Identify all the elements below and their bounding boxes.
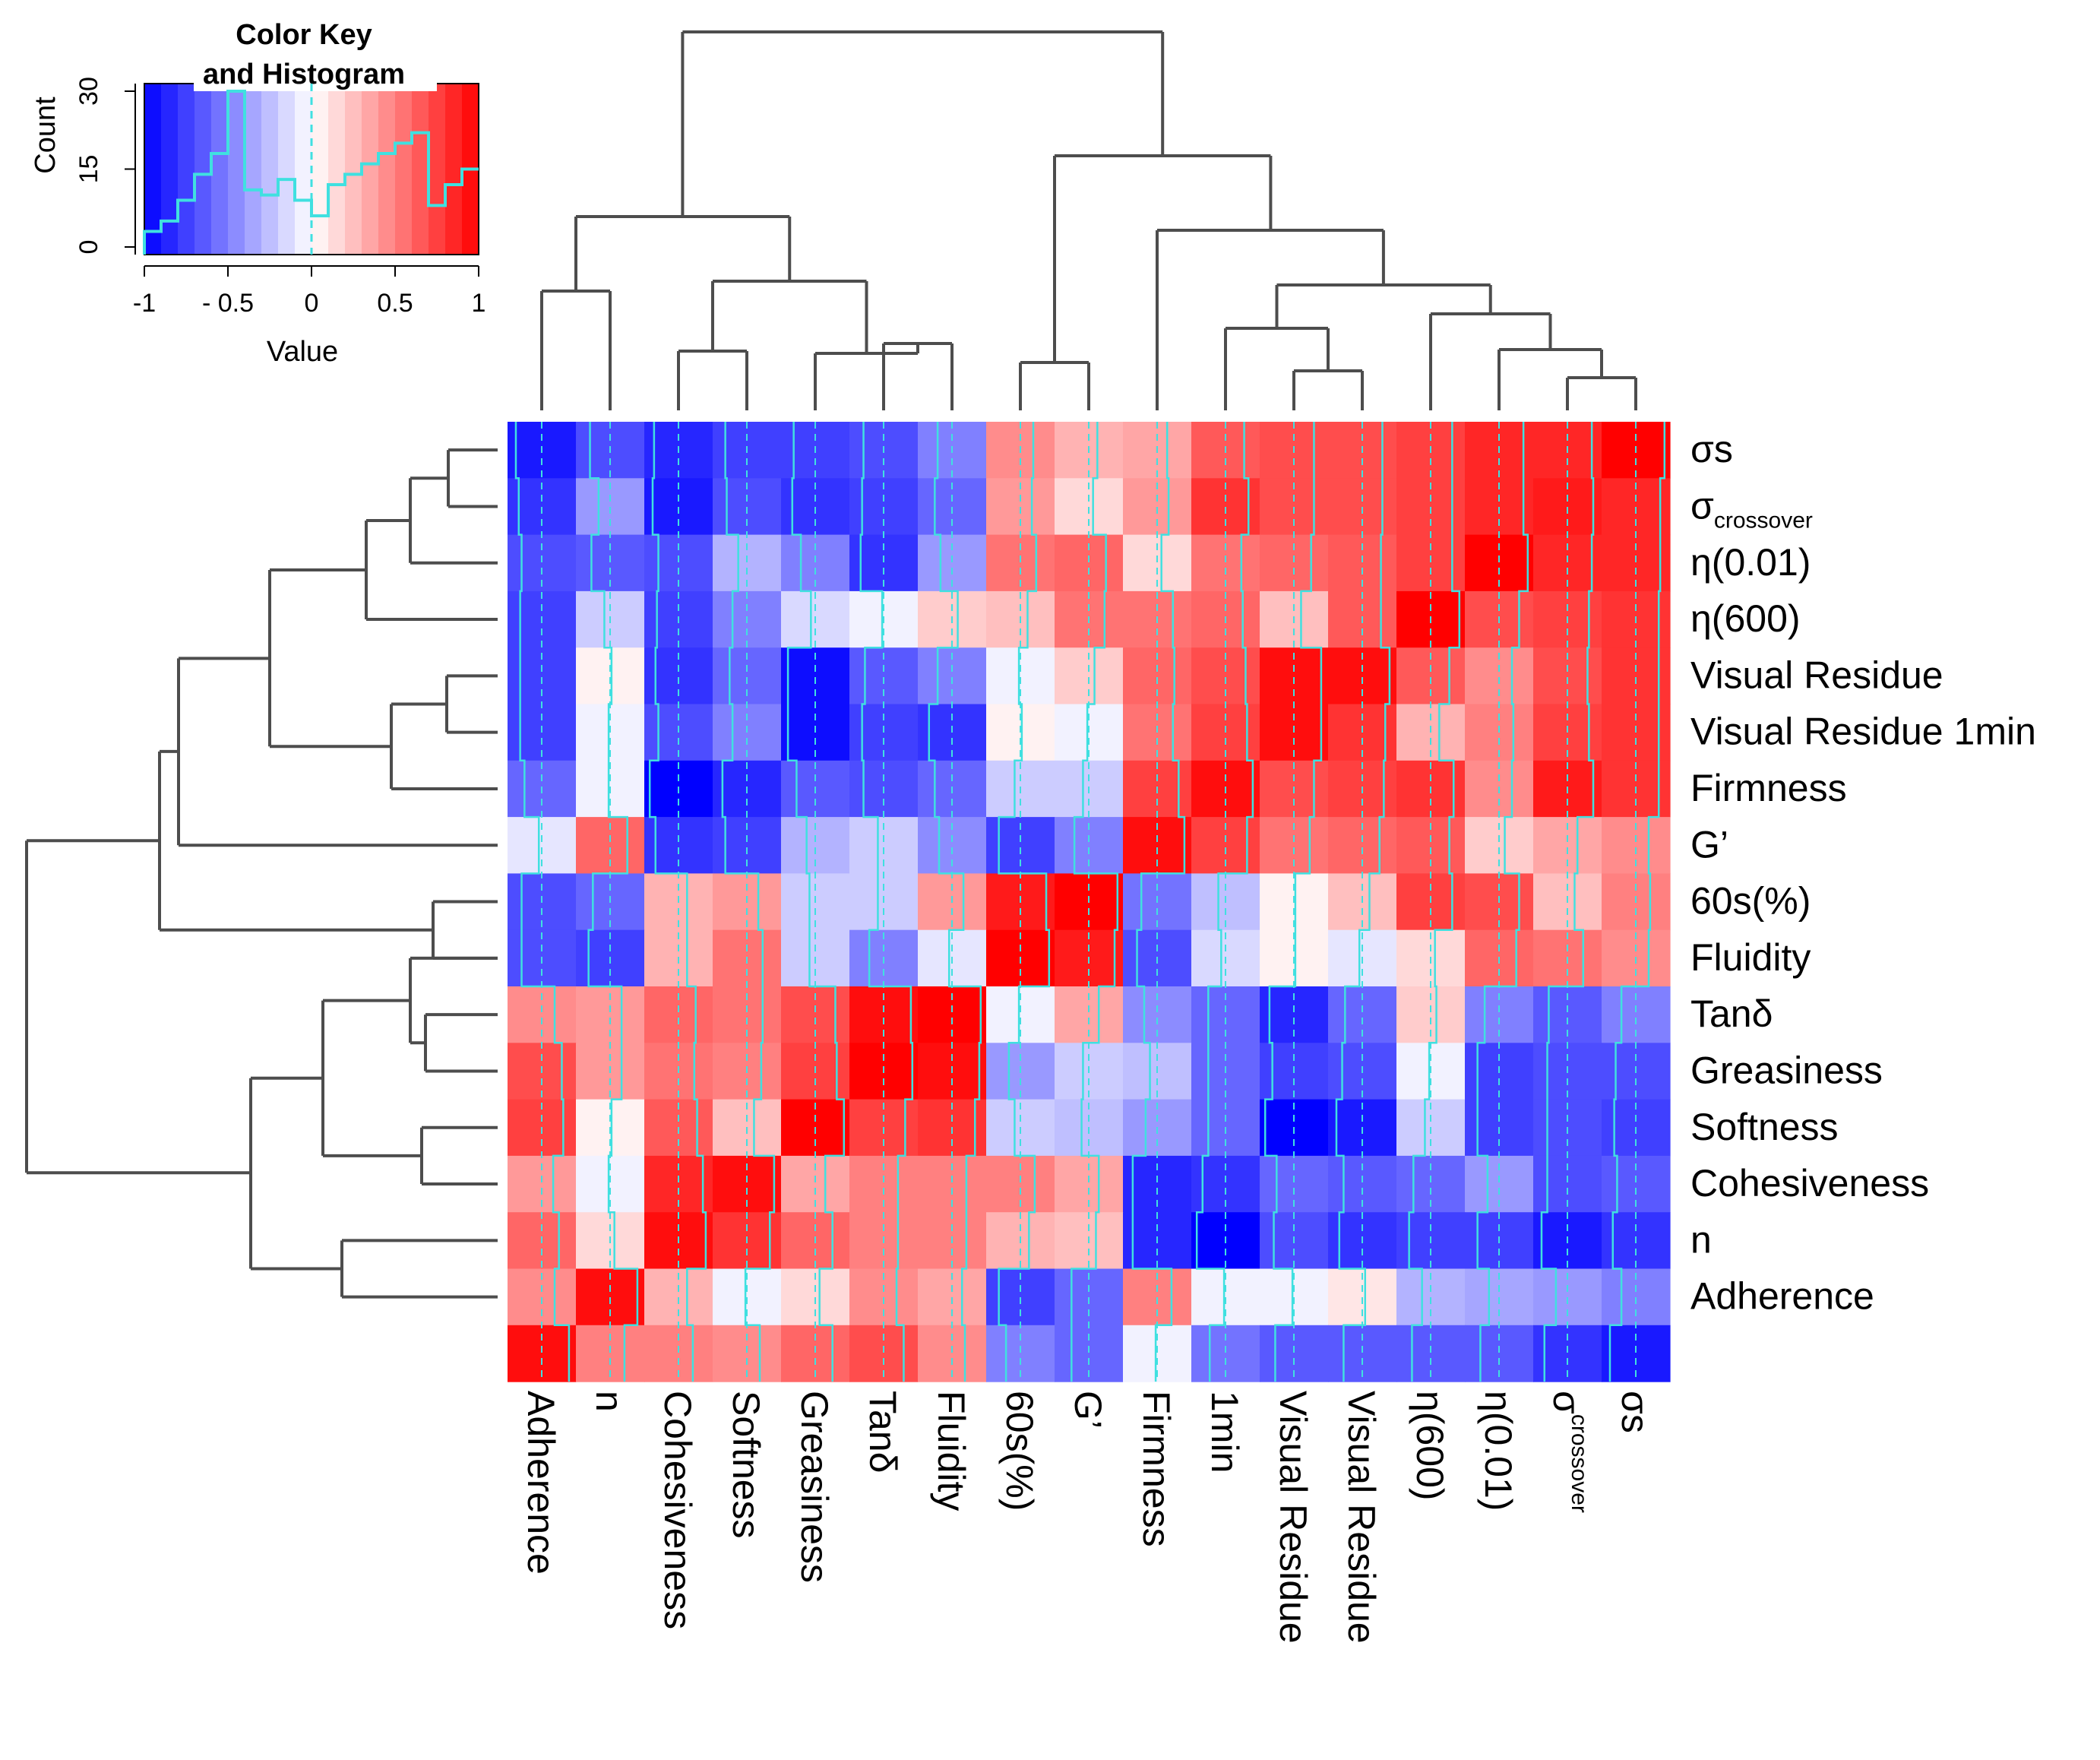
column-dendrogram <box>540 30 1637 410</box>
color-key-title-bg <box>194 17 437 91</box>
color-key-histogram <box>143 90 479 255</box>
color-key-x-tick-label: 0 <box>305 289 319 318</box>
column-label: Fluidity <box>930 1391 973 1511</box>
color-key-bin <box>261 84 279 255</box>
column-label: Visual Residue <box>1272 1391 1314 1644</box>
color-key-bin <box>161 84 179 255</box>
color-key-bin <box>429 84 446 255</box>
row-label: Greasiness <box>1690 1049 1883 1091</box>
row-label: Fluidity <box>1690 936 1811 979</box>
color-key-y-label: Count <box>30 97 62 174</box>
column-trace <box>1408 422 1461 1382</box>
color-key-bin <box>245 84 262 255</box>
color-key-y-tick-label: 0 <box>74 240 103 255</box>
column-labels: Adherence n Cohesiveness Softness Greasiness… <box>520 1391 1656 1644</box>
color-key-x-tick-label: 0.5 <box>377 289 413 318</box>
color-key-gradient <box>144 84 479 255</box>
column-label: η(600) <box>1409 1391 1451 1501</box>
color-key-bin <box>328 84 346 255</box>
row-label: n <box>1690 1218 1712 1261</box>
color-key-title-line2: and Histogram <box>203 59 405 90</box>
color-key-x-tick-label: - 0.5 <box>202 289 254 318</box>
column-trace <box>1608 422 1666 1382</box>
color-key-bin <box>228 84 245 255</box>
color-key-bin <box>395 84 413 255</box>
color-key: Color Key and Histogram -1 - 0.5 0 0.5 1 0 15… <box>30 17 485 368</box>
color-key-title-line1: Color Key <box>236 19 372 51</box>
column-label: Softness <box>725 1391 767 1539</box>
column-trace <box>1335 422 1391 1382</box>
row-label: Visual Residue 1min <box>1690 711 2036 753</box>
color-key-bin <box>195 84 212 255</box>
row-label: σcrossover <box>1690 484 1813 533</box>
row-labels: σs σcrossover η(0.01) η(600) Visual Residue V… <box>1690 428 2036 1318</box>
column-trace <box>1071 422 1119 1382</box>
color-key-bin <box>378 84 396 255</box>
row-dendrogram <box>25 448 498 1299</box>
row-label: Firmness <box>1690 767 1847 809</box>
color-key-bin <box>412 84 429 255</box>
column-label: 1min <box>1203 1391 1246 1473</box>
column-trace <box>648 422 707 1382</box>
column-label: G’ <box>1067 1391 1109 1429</box>
row-label: Adherence <box>1690 1275 1874 1318</box>
column-label: Adherence <box>520 1391 562 1575</box>
column-label: 60s(%) <box>998 1391 1041 1511</box>
color-key-bin <box>278 84 296 255</box>
row-label: Softness <box>1690 1106 1839 1148</box>
column-label: η(0.01) <box>1477 1391 1520 1511</box>
color-key-x-ticks: -1 - 0.5 0 0.5 1 <box>133 266 486 318</box>
color-key-bin <box>345 84 362 255</box>
column-trace <box>514 422 571 1382</box>
color-key-bin <box>178 84 195 255</box>
row-label: σs <box>1690 428 1733 470</box>
column-trace <box>998 422 1051 1382</box>
row-label: η(600) <box>1690 597 1801 640</box>
row-label: η(0.01) <box>1690 541 1811 584</box>
column-label: Cohesiveness <box>656 1391 699 1629</box>
color-key-y-tick-label: 15 <box>74 155 103 184</box>
color-key-bin <box>295 84 312 255</box>
column-trace <box>1263 422 1323 1382</box>
color-key-bin <box>362 84 379 255</box>
heatmap-traces <box>514 422 1666 1382</box>
column-trace <box>587 422 639 1382</box>
column-trace <box>1540 422 1595 1382</box>
column-trace <box>1131 422 1186 1382</box>
column-label: σcrossover <box>1545 1391 1592 1513</box>
column-trace <box>859 422 914 1382</box>
column-trace <box>1195 422 1254 1382</box>
color-key-bin <box>144 84 162 255</box>
color-key-x-tick-label: 1 <box>472 289 486 318</box>
column-label: σs <box>1614 1391 1656 1433</box>
row-label: 60s(%) <box>1690 880 1811 923</box>
column-label: n <box>588 1391 631 1412</box>
row-label: G’ <box>1690 823 1728 866</box>
color-key-bin <box>312 84 329 255</box>
column-label: Firmness <box>1135 1391 1178 1547</box>
color-key-y-tick-label: 30 <box>74 77 103 106</box>
color-key-x-label: Value <box>267 336 338 368</box>
column-trace <box>721 422 776 1382</box>
column-label-subscript: crossover <box>1567 1414 1592 1513</box>
column-trace <box>1476 422 1529 1382</box>
column-label: Visual Residue <box>1340 1391 1383 1644</box>
color-key-bin <box>445 84 463 255</box>
color-key-x-tick-label: -1 <box>133 289 156 318</box>
row-label: Visual Residue <box>1690 654 1943 696</box>
color-key-y-ticks: 0 15 30 <box>74 77 135 254</box>
row-label: Cohesiveness <box>1690 1162 1929 1204</box>
row-label: Tanδ <box>1690 992 1773 1035</box>
column-trace <box>928 422 982 1382</box>
column-trace <box>786 422 846 1382</box>
column-label: Tanδ <box>862 1391 904 1473</box>
color-key-bin <box>211 84 229 255</box>
column-label: Greasiness <box>793 1391 836 1583</box>
row-label-subscript: crossover <box>1714 508 1813 533</box>
